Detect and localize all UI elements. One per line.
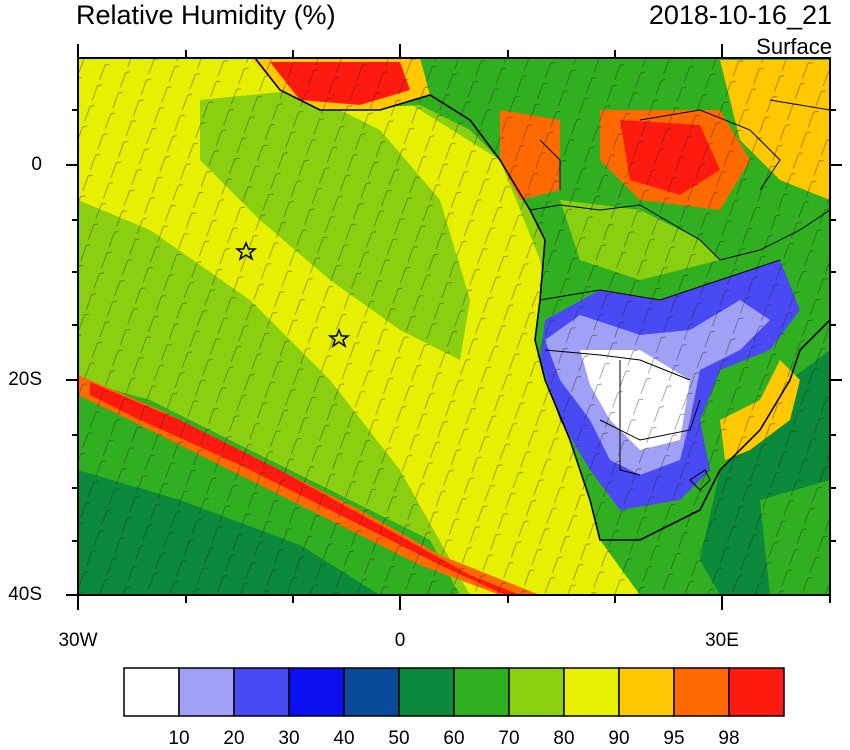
lat-label-40s: 40S bbox=[8, 584, 42, 605]
station-marker bbox=[327, 328, 351, 348]
lat-label-0: 0 bbox=[31, 154, 42, 175]
colorbar-swatch bbox=[728, 667, 785, 717]
lon-label-0: 0 bbox=[394, 630, 406, 651]
colorbar-label: 30 bbox=[278, 728, 300, 749]
lat-label-20s: 20S bbox=[8, 369, 42, 390]
colorbar-label: 60 bbox=[443, 728, 465, 749]
colorbar-label: 70 bbox=[498, 728, 520, 749]
coastlines bbox=[254, 58, 830, 541]
station-markers bbox=[234, 241, 351, 348]
colorbar-swatch bbox=[288, 667, 345, 717]
map-title: Relative Humidity (%) bbox=[76, 0, 336, 30]
lon-label-30w: 30W bbox=[58, 630, 98, 651]
colorbar-swatch bbox=[343, 667, 400, 717]
colorbar-label: 98 bbox=[718, 728, 740, 749]
lon-label-30e: 30E bbox=[705, 630, 739, 651]
colorbar-label: 80 bbox=[553, 728, 575, 749]
level-label: Surface bbox=[756, 34, 832, 59]
colorbar-swatch bbox=[508, 667, 565, 717]
humidity-field bbox=[78, 58, 830, 595]
colorbar-swatch bbox=[453, 667, 510, 717]
plot-frame bbox=[66, 44, 842, 610]
colorbar-label: 50 bbox=[388, 728, 410, 749]
valid-datetime: 2018-10-16_21 bbox=[648, 0, 832, 30]
colorbar-label: 10 bbox=[168, 728, 190, 749]
colorbar-label: 20 bbox=[223, 728, 245, 749]
colorbar-swatch bbox=[618, 667, 675, 717]
station-marker bbox=[234, 241, 258, 261]
colorbar-swatch bbox=[563, 667, 620, 717]
colorbar-swatch bbox=[178, 667, 235, 717]
colorbar-label: 40 bbox=[333, 728, 355, 749]
colorbar-swatch bbox=[673, 667, 730, 717]
colorbar-swatch bbox=[123, 667, 180, 717]
colorbar-swatch bbox=[398, 667, 455, 717]
colorbar-label: 95 bbox=[663, 728, 685, 749]
colorbar-swatch bbox=[233, 667, 290, 717]
colorbar bbox=[123, 667, 785, 717]
colorbar-label: 90 bbox=[608, 728, 630, 749]
